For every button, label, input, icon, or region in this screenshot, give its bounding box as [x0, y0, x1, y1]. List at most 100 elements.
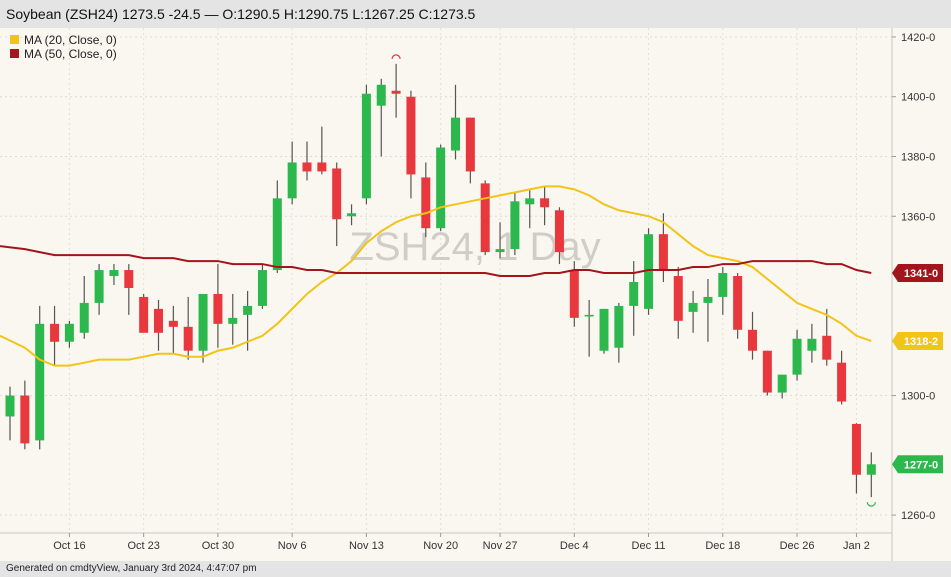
candle [154, 299, 163, 351]
candle [198, 293, 208, 363]
candle-body-up [436, 147, 446, 229]
price-label-text: 1341-0 [904, 268, 938, 280]
candle-body-down [50, 323, 60, 342]
candle-body-up [347, 213, 357, 217]
y-tick-label: 1380-0 [901, 151, 935, 163]
candle-body-up [525, 198, 535, 205]
candle-body-up [228, 317, 238, 324]
candle [347, 204, 357, 226]
candle [406, 90, 416, 199]
x-tick-label: Dec 18 [705, 540, 740, 552]
x-tick-label: Dec 11 [632, 540, 666, 552]
ma50-line [0, 245, 872, 278]
price-label-text: 1277-0 [904, 459, 938, 471]
candle-body-down [540, 198, 550, 208]
candle [332, 162, 342, 247]
candle-body-up [109, 270, 119, 277]
legend: MA (20, Close, 0) MA (50, Close, 0) [10, 33, 117, 61]
candle [614, 302, 624, 363]
candle [762, 350, 772, 396]
candle [109, 264, 119, 285]
candle-body-up [866, 464, 876, 475]
candle-body-down [673, 276, 683, 321]
candle-body-down [154, 308, 163, 333]
candle [525, 189, 535, 229]
price-label-box [892, 264, 943, 283]
price-labels: 1341-0 1318-2 1277-0 [892, 264, 943, 474]
candle-body-up [629, 281, 639, 306]
x-tick-label: Oct 16 [53, 540, 85, 552]
candle [257, 264, 267, 309]
candle [451, 84, 460, 160]
candle [183, 296, 193, 360]
candle [703, 279, 713, 342]
x-tick-label: Oct 23 [127, 540, 159, 552]
moving-averages [0, 185, 872, 367]
price-label: 1341-0 [892, 264, 943, 283]
candle-body-down [317, 162, 327, 172]
candle [584, 299, 594, 357]
chart-title: Soybean (ZSH24) 1273.5 -24.5 — O:1290.5 … [0, 0, 951, 28]
candle [421, 162, 431, 238]
candle [540, 186, 550, 226]
candle-body-down [391, 90, 401, 94]
candle [124, 264, 134, 315]
candle [733, 273, 743, 339]
candle [465, 117, 475, 184]
x-tick-label: Dec 26 [780, 540, 815, 552]
x-tick-label: Nov 13 [349, 540, 384, 552]
candle [866, 452, 876, 498]
candle-body-down [20, 395, 30, 444]
price-label-text: 1318-2 [904, 336, 938, 348]
candle-body-down [183, 326, 193, 351]
candle [495, 222, 505, 259]
chart-area[interactable]: ZSH24, 1 Day 1420-0 1400-0 1380-0 1360-0 130… [0, 28, 951, 561]
candle-body-up [510, 201, 520, 250]
candle-body-down [421, 177, 431, 229]
candle-body-down [837, 362, 847, 402]
candle [35, 305, 45, 450]
candle [50, 305, 60, 366]
price-label: 1318-2 [892, 332, 943, 351]
candle-body-up [361, 93, 371, 199]
candle [391, 63, 401, 118]
candle [317, 126, 327, 175]
candle [168, 305, 178, 354]
candle [287, 141, 297, 205]
price-label: 1277-0 [892, 455, 943, 474]
candle-body-down [139, 296, 149, 333]
high-marker [391, 54, 401, 59]
candle-body-down [822, 335, 832, 360]
footer-note: Generated on cmdtyView, January 3rd 2024… [0, 561, 951, 577]
price-label-box [892, 332, 943, 351]
x-tick-label: Nov 20 [423, 540, 458, 552]
candle-body-up [703, 296, 713, 303]
candle-body-down [168, 320, 178, 327]
candle [822, 308, 832, 366]
legend-ma20: MA (20, Close, 0) [24, 33, 117, 47]
time-axis: Oct 16 Oct 23 Oct 30 Nov 6 Nov 13 Nov 20 Nov 2… [0, 532, 892, 552]
candle-body-up [614, 305, 624, 348]
candle [673, 267, 683, 339]
candle [807, 323, 817, 363]
candles [5, 54, 876, 507]
candle [376, 78, 386, 157]
price-axis: 1420-0 1400-0 1380-0 1360-0 1300-0 1260-0 [891, 28, 935, 561]
y-tick-label: 1260-0 [901, 510, 935, 522]
price-label-box [892, 455, 943, 474]
y-tick-label: 1400-0 [901, 92, 935, 104]
candle-body-down [213, 293, 223, 324]
candlestick-chart[interactable]: ZSH24, 1 Day 1420-01400-01380-01360-0130… [0, 28, 951, 561]
candle-body-down [658, 234, 668, 271]
legend-swatch-ma20 [10, 35, 19, 44]
candle-body-down [762, 350, 772, 393]
candle [837, 350, 847, 405]
candle-body-down [480, 183, 490, 253]
candle [569, 261, 579, 327]
candle [20, 380, 30, 450]
candle [777, 374, 787, 399]
candle [94, 264, 104, 315]
candle-body-up [35, 323, 45, 441]
candle-body-up [807, 338, 817, 351]
candle-body-up [584, 314, 594, 317]
